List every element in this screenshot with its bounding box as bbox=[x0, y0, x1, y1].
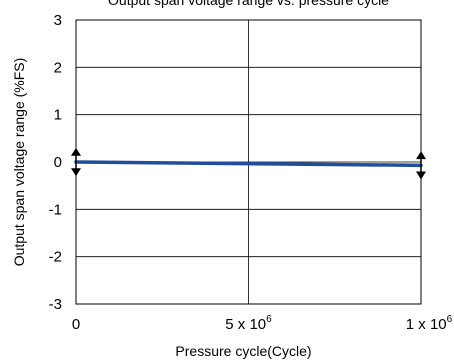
y-tick-label: 1 bbox=[54, 107, 62, 124]
x-tick-label: 0 bbox=[72, 316, 80, 333]
y-tick-label: -1 bbox=[49, 201, 62, 218]
error-bar bbox=[416, 151, 426, 180]
x-axis-label: Pressure cycle(Cycle) bbox=[175, 343, 311, 359]
chart-title: Output span voltage range vs. pressure c… bbox=[108, 0, 389, 8]
y-tick-label: 0 bbox=[54, 154, 62, 171]
error-bars bbox=[71, 147, 426, 180]
series-layer bbox=[74, 160, 423, 168]
error-bar bbox=[71, 147, 81, 177]
y-axis-label: Output span voltage range (%FS) bbox=[11, 58, 27, 267]
x-axis-ticks: 0 5 x 106 1 x 106 bbox=[72, 314, 453, 333]
series-line bbox=[74, 160, 423, 168]
y-tick-label: 3 bbox=[54, 12, 62, 29]
y-tick-label: -3 bbox=[49, 296, 62, 313]
x-tick-label: 1 x 106 bbox=[406, 314, 453, 333]
y-tick-label: 2 bbox=[54, 59, 62, 76]
y-axis-ticks: 3 2 1 0 -1 -2 -3 bbox=[49, 12, 62, 313]
y-tick-label: -2 bbox=[49, 249, 62, 266]
x-tick-label: 5 x 106 bbox=[225, 314, 272, 333]
